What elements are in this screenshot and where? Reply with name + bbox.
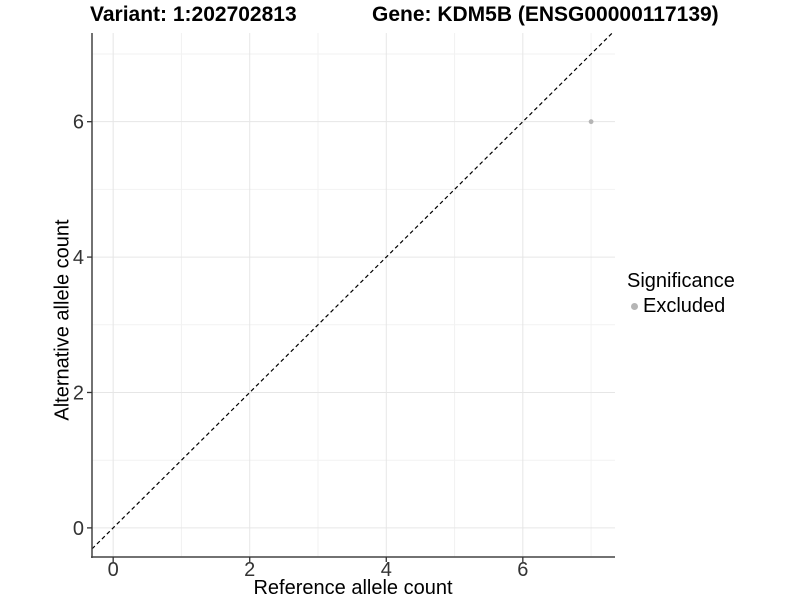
x-tick-label: 2 (244, 559, 255, 581)
y-tick-label: 4 (73, 247, 84, 269)
y-tick-label: 2 (73, 382, 84, 404)
legend-item-label: Excluded (643, 295, 726, 317)
identity-reference-line (91, 32, 613, 550)
plot-title-gene: Gene: KDM5B (ENSG00000117139) (372, 3, 719, 26)
y-tick-label: 0 (73, 518, 84, 540)
legend-title: Significance (627, 270, 735, 292)
y-axis-title: Alternative allele count (51, 219, 74, 421)
legend-item-excluded: Excluded (627, 295, 735, 318)
x-tick-label: 0 (108, 559, 119, 581)
data-point (588, 119, 594, 125)
y-tick-label: 6 (73, 112, 84, 134)
legend-point-icon (631, 303, 638, 310)
x-axis-title: Reference allele count (253, 577, 453, 599)
x-tick-label: 6 (517, 559, 528, 581)
plot-title-variant: Variant: 1:202702813 (90, 3, 297, 26)
legend: Significance Excluded (627, 270, 735, 318)
x-tick-label: 4 (381, 559, 392, 581)
